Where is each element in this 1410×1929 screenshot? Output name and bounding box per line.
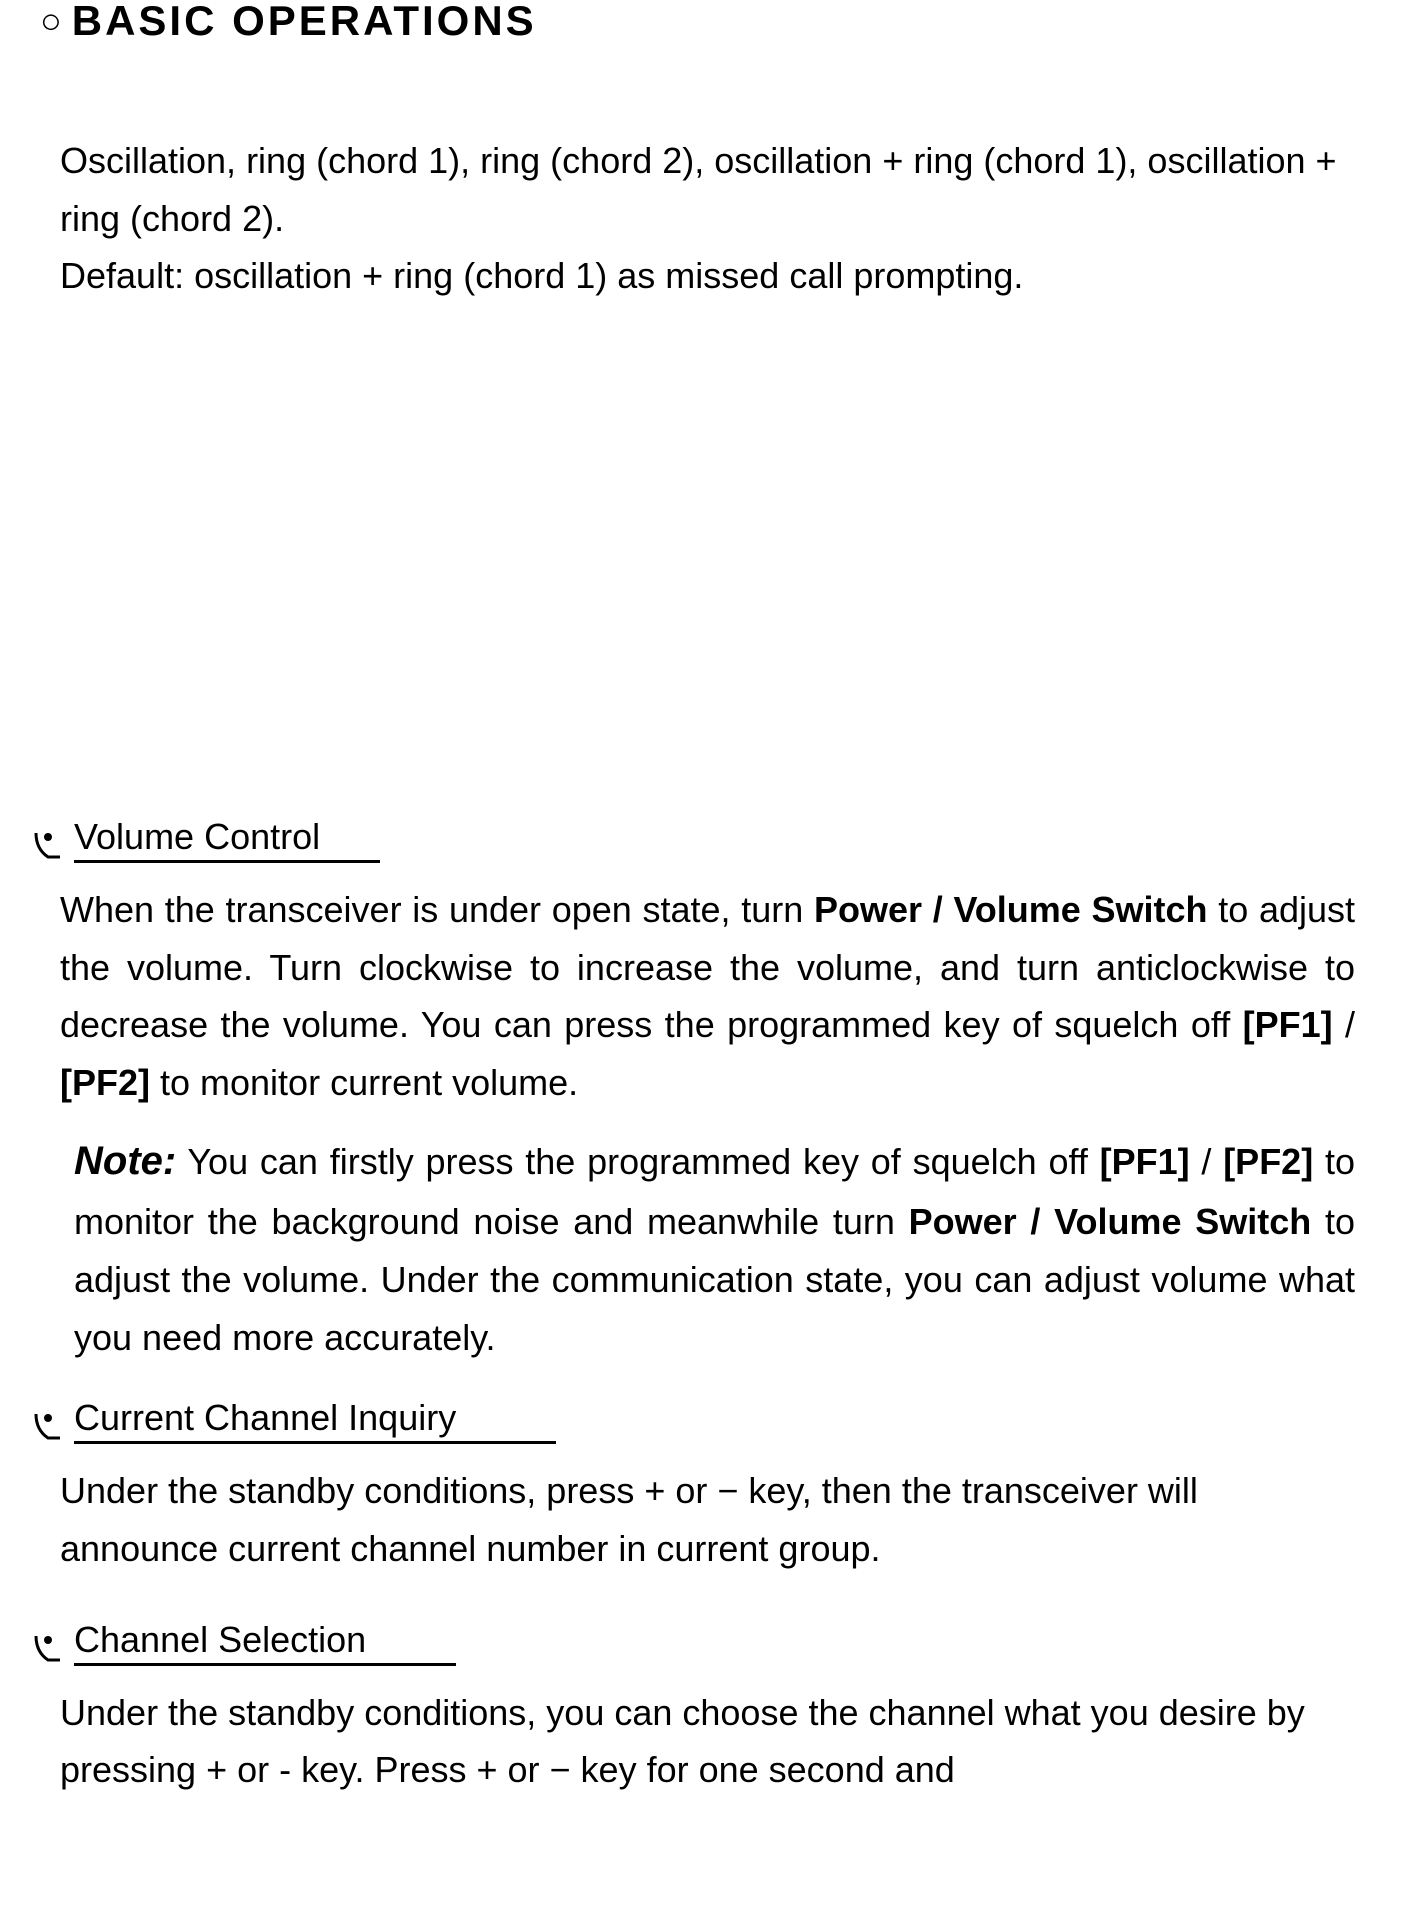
selection-body: Under the standby conditions, you can ch… xyxy=(60,1684,1355,1799)
section-heading-row: Volume Control xyxy=(30,815,1355,863)
bold-text: Power / Volume Switch xyxy=(909,1201,1312,1242)
text-fragment: You can firstly press the programmed key… xyxy=(176,1141,1099,1182)
intro-paragraph: Oscillation, ring (chord 1), ring (chord… xyxy=(60,132,1355,305)
section-heading-row: Channel Selection xyxy=(30,1618,1355,1666)
text-fragment: / xyxy=(1333,1004,1355,1045)
antenna-bullet-icon xyxy=(30,827,66,863)
bold-text: Power / Volume Switch xyxy=(814,889,1208,930)
section-heading-text: Channel Selection xyxy=(74,1618,456,1666)
bold-text: [PF2] xyxy=(60,1062,150,1103)
whitespace-gap xyxy=(40,305,1355,815)
text-fragment: / xyxy=(1190,1141,1224,1182)
section-channel-selection: Channel Selection Under the standby cond… xyxy=(40,1618,1355,1799)
page-title: BASIC OPERATIONS xyxy=(72,0,537,42)
antenna-bullet-icon xyxy=(30,1630,66,1666)
section-heading-text: Current Channel Inquiry xyxy=(74,1396,556,1444)
bold-text: [PF1] xyxy=(1243,1004,1333,1045)
inquiry-body: Under the standby conditions, press + or… xyxy=(60,1462,1355,1577)
text-fragment: When the transceiver is under open state… xyxy=(60,889,814,930)
intro-line-1: Oscillation, ring (chord 1), ring (chord… xyxy=(60,132,1355,247)
page-header: ○ BASIC OPERATIONS xyxy=(40,0,1355,42)
section-channel-inquiry: Current Channel Inquiry Under the standb… xyxy=(40,1396,1355,1577)
section-volume-control: Volume Control When the transceiver is u… xyxy=(40,815,1355,1366)
volume-note: Note: You can firstly press the programm… xyxy=(74,1129,1355,1366)
volume-body: When the transceiver is under open state… xyxy=(60,881,1355,1111)
header-bullet-icon: ○ xyxy=(40,3,62,39)
intro-line-2: Default: oscillation + ring (chord 1) as… xyxy=(60,247,1355,305)
note-label: Note: xyxy=(74,1139,176,1183)
antenna-bullet-icon xyxy=(30,1408,66,1444)
section-heading-text: Volume Control xyxy=(74,815,380,863)
section-heading-row: Current Channel Inquiry xyxy=(30,1396,1355,1444)
text-fragment: to monitor current volume. xyxy=(150,1062,578,1103)
manual-page: ○ BASIC OPERATIONS Oscillation, ring (ch… xyxy=(0,0,1410,1929)
bold-text: [PF2] xyxy=(1223,1141,1313,1182)
bold-text: [PF1] xyxy=(1100,1141,1190,1182)
